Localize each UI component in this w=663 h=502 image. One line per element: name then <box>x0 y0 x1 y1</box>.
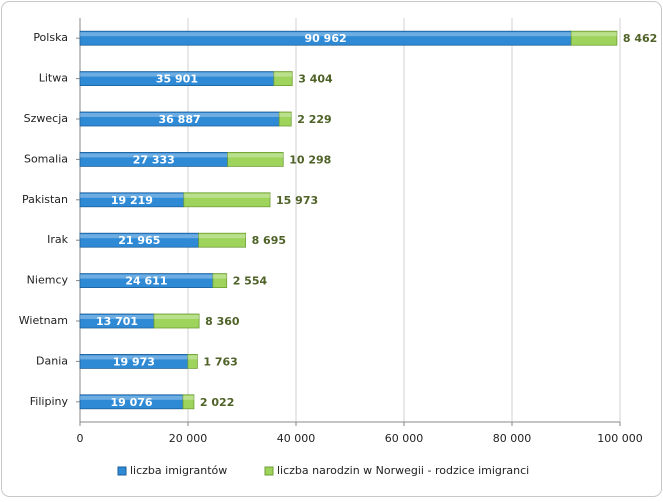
legend-label: liczba imigrantów <box>130 464 227 477</box>
bar-shine <box>80 315 154 319</box>
bar-shine <box>80 32 572 37</box>
x-tick-label: 60 000 <box>385 432 424 445</box>
bar-segment <box>187 353 198 369</box>
bar-shine <box>198 234 246 239</box>
value-label: 2 554 <box>233 275 268 288</box>
bar-shine <box>80 234 199 239</box>
bar-shine <box>187 355 198 360</box>
y-tick-label: Polska <box>33 31 68 44</box>
value-label: 19 219 <box>111 194 153 207</box>
value-label: 13 701 <box>96 315 138 328</box>
value-label: 1 763 <box>203 355 237 368</box>
x-tick-label: 80 000 <box>493 432 532 445</box>
value-label: 15 973 <box>276 194 318 207</box>
bar-segment <box>182 394 195 410</box>
bar-shine <box>80 193 184 198</box>
value-label: 24 611 <box>125 275 167 288</box>
bar-shine <box>279 113 292 117</box>
value-label: 8 695 <box>252 234 286 247</box>
value-label: 19 973 <box>113 355 155 368</box>
value-label: 19 076 <box>110 396 152 409</box>
y-tick-label: Filipiny <box>30 395 69 408</box>
x-tick-label: 20 000 <box>169 432 208 445</box>
bar-segment <box>153 313 200 329</box>
bar-segment <box>227 151 284 167</box>
bar-shine <box>183 193 271 198</box>
value-label: 8 360 <box>205 315 240 328</box>
value-label: 3 404 <box>298 73 333 86</box>
x-tick-label: 100 000 <box>597 432 643 445</box>
y-tick-label: Pakistan <box>22 193 68 206</box>
value-label: 2 022 <box>200 396 234 409</box>
value-label: 2 229 <box>297 113 331 126</box>
value-label: 10 298 <box>289 153 331 166</box>
value-label: 35 901 <box>156 73 198 86</box>
bar-shine <box>80 72 274 77</box>
bar-shine <box>571 32 617 37</box>
value-label: 36 887 <box>159 113 201 126</box>
y-tick-label: Litwa <box>39 72 68 85</box>
bar-shine <box>80 355 188 360</box>
legend-label: liczba narodzin w Norwegii - rodzice imi… <box>277 464 529 477</box>
x-tick-label: 0 <box>77 432 84 445</box>
bar-shine <box>212 274 227 279</box>
bar-segment <box>570 30 618 46</box>
bar-shine <box>80 113 280 117</box>
y-tick-label: Szwecja <box>24 112 68 125</box>
legend-swatch <box>264 466 274 476</box>
bar-shine <box>80 274 213 279</box>
value-label: 90 962 <box>305 32 347 45</box>
bar-shine <box>80 395 184 400</box>
bar-segment <box>212 273 228 289</box>
y-tick-label: Niemcy <box>27 274 69 287</box>
value-label: 27 333 <box>133 153 175 166</box>
bar-segment <box>273 71 293 86</box>
bar-segment <box>183 192 271 208</box>
bar-shine <box>227 153 284 158</box>
bar-segment <box>278 111 292 127</box>
bar-shine <box>153 315 200 319</box>
legend-swatch <box>117 466 127 476</box>
y-tick-label: Wietnam <box>19 314 68 327</box>
value-label: 8 462 <box>623 32 657 45</box>
bar-shine <box>273 72 293 77</box>
bar-shine <box>80 153 228 158</box>
bar-segment <box>198 232 246 248</box>
y-tick-label: Irak <box>47 233 69 246</box>
y-tick-label: Somalia <box>24 152 68 165</box>
y-tick-label: Dania <box>36 354 68 367</box>
value-label: 21 965 <box>118 234 160 247</box>
x-tick-label: 40 000 <box>277 432 316 445</box>
bar-shine <box>183 395 194 400</box>
